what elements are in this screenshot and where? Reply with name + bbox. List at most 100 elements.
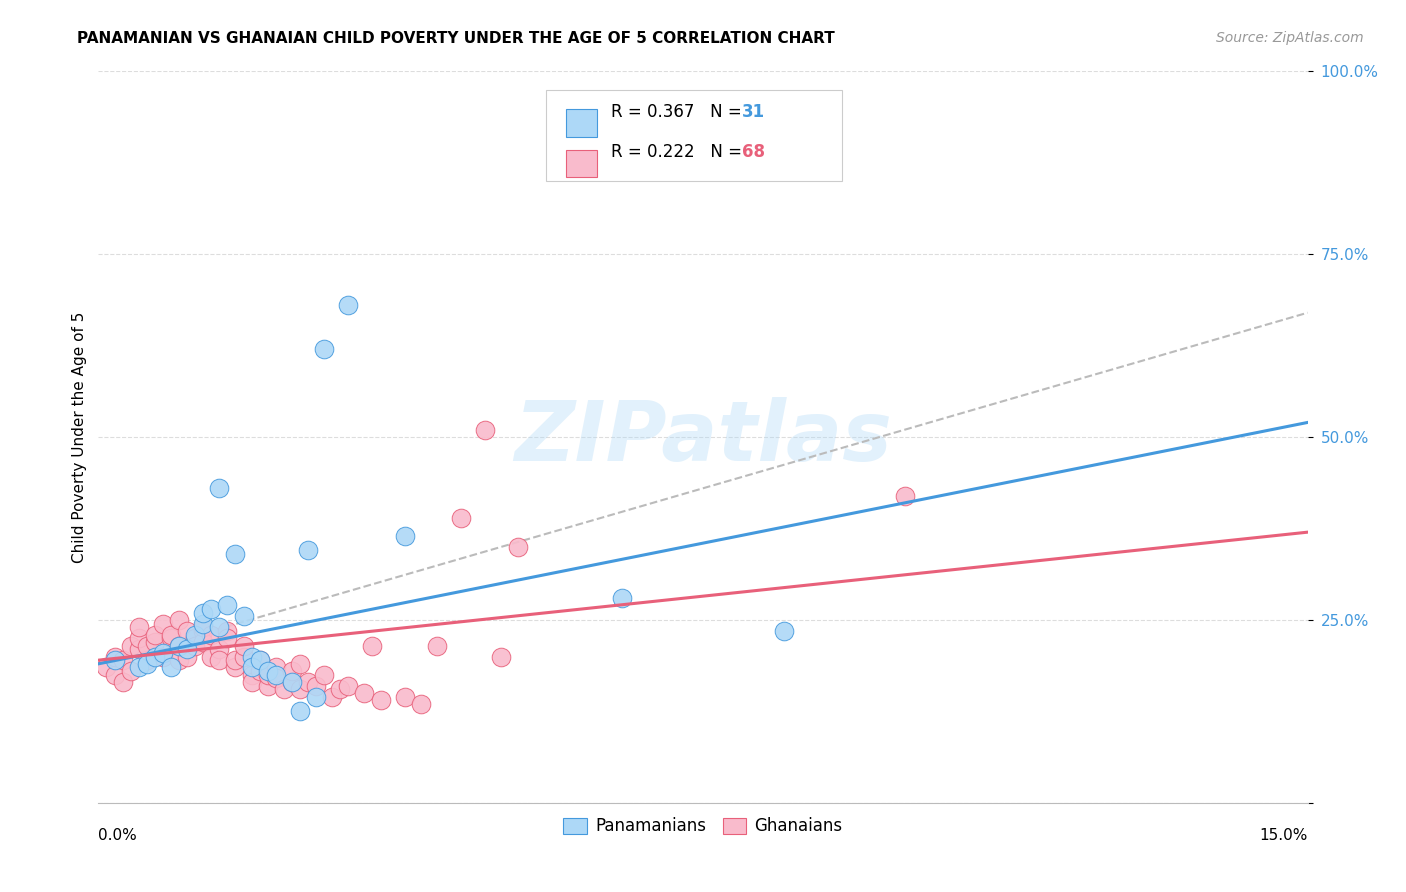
Point <box>217 624 239 638</box>
Point <box>96 660 118 674</box>
Point <box>281 675 304 690</box>
Text: PANAMANIAN VS GHANAIAN CHILD POVERTY UNDER THE AGE OF 5 CORRELATION CHART: PANAMANIAN VS GHANAIAN CHILD POVERTY UND… <box>77 31 835 46</box>
Point <box>305 690 328 704</box>
Point <box>264 660 287 674</box>
Point <box>305 679 328 693</box>
Point <box>394 690 416 704</box>
Point <box>167 639 190 653</box>
Point <box>111 675 134 690</box>
Point <box>249 653 271 667</box>
Point <box>426 639 449 653</box>
Text: R = 0.222   N =: R = 0.222 N = <box>612 143 748 161</box>
Point <box>281 664 304 678</box>
Point <box>208 620 231 634</box>
Point <box>249 664 271 678</box>
Point <box>103 667 125 681</box>
Point <box>120 639 142 653</box>
Point <box>217 632 239 646</box>
Point <box>128 660 150 674</box>
Point <box>450 510 472 524</box>
Point <box>193 635 215 649</box>
Point <box>224 653 246 667</box>
Point <box>240 675 263 690</box>
Point <box>329 682 352 697</box>
Point <box>167 613 190 627</box>
Point <box>128 642 150 657</box>
Point <box>361 639 384 653</box>
Point <box>200 649 222 664</box>
Point <box>506 540 529 554</box>
Point <box>120 664 142 678</box>
Point <box>128 620 150 634</box>
Point <box>321 690 343 704</box>
Text: 15.0%: 15.0% <box>1260 828 1308 843</box>
Point <box>152 616 174 631</box>
Point <box>314 343 336 357</box>
Text: R = 0.367   N =: R = 0.367 N = <box>612 103 747 120</box>
Point <box>184 632 207 646</box>
Text: 31: 31 <box>742 103 765 120</box>
Point <box>491 649 513 664</box>
Point <box>256 667 278 681</box>
Point <box>370 693 392 707</box>
Point <box>264 667 287 681</box>
Point <box>167 639 190 653</box>
Point <box>256 679 278 693</box>
FancyBboxPatch shape <box>567 150 596 178</box>
Point <box>224 660 246 674</box>
Point <box>193 616 215 631</box>
Point <box>394 529 416 543</box>
Point <box>232 639 254 653</box>
FancyBboxPatch shape <box>567 110 596 137</box>
Text: ZIPatlas: ZIPatlas <box>515 397 891 477</box>
Point <box>314 667 336 681</box>
Point <box>281 675 304 690</box>
Point <box>176 649 198 664</box>
Point <box>337 679 360 693</box>
Point <box>208 642 231 657</box>
Point <box>240 660 263 674</box>
Point <box>256 664 278 678</box>
Point <box>232 649 254 664</box>
Point <box>160 632 183 646</box>
Point <box>297 675 319 690</box>
Point <box>103 653 125 667</box>
Point <box>152 649 174 664</box>
Point <box>409 697 432 711</box>
Point <box>264 672 287 686</box>
Point <box>353 686 375 700</box>
Point <box>288 705 311 719</box>
Legend: Panamanians, Ghanaians: Panamanians, Ghanaians <box>557 811 849 842</box>
Point <box>200 627 222 641</box>
Point <box>232 609 254 624</box>
Point <box>474 423 496 437</box>
Point <box>111 653 134 667</box>
Point <box>193 624 215 638</box>
Point <box>249 653 271 667</box>
Point <box>135 657 157 671</box>
FancyBboxPatch shape <box>546 90 842 181</box>
Point <box>217 599 239 613</box>
Point <box>772 624 794 638</box>
Point <box>193 620 215 634</box>
Point <box>240 649 263 664</box>
Point <box>160 627 183 641</box>
Point <box>273 682 295 697</box>
Point <box>240 667 263 681</box>
Point <box>288 657 311 671</box>
Text: Source: ZipAtlas.com: Source: ZipAtlas.com <box>1216 31 1364 45</box>
Point <box>200 602 222 616</box>
Point <box>143 635 166 649</box>
Text: 0.0%: 0.0% <box>98 828 138 843</box>
Point <box>184 627 207 641</box>
Point <box>297 543 319 558</box>
Point <box>224 547 246 561</box>
Point <box>176 642 198 657</box>
Point <box>184 639 207 653</box>
Point <box>176 624 198 638</box>
Point <box>143 649 166 664</box>
Point <box>103 649 125 664</box>
Point <box>337 298 360 312</box>
Point <box>193 606 215 620</box>
Point <box>143 627 166 641</box>
